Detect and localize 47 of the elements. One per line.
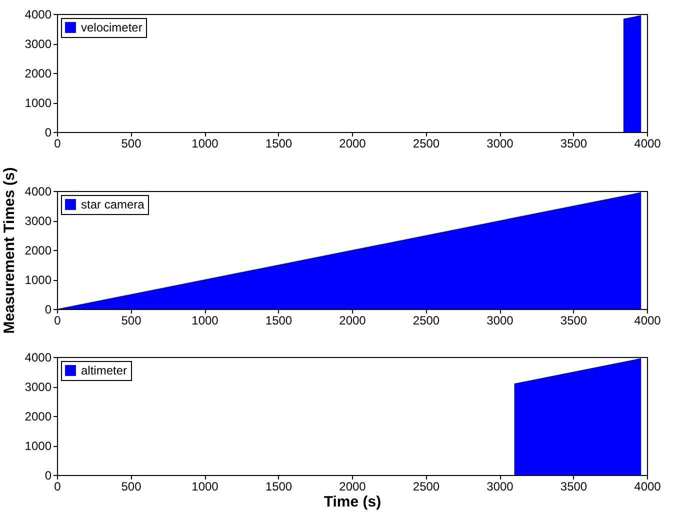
x-tick-label: 4000 xyxy=(634,136,662,150)
y-tick-label: 0 xyxy=(44,302,52,316)
y-tick-label: 1000 xyxy=(24,439,52,453)
x-tick-label: 0 xyxy=(54,314,62,328)
x-tick-label: 1000 xyxy=(192,136,219,150)
legend-label: velocimeter xyxy=(81,20,142,34)
y-tick-label: 4000 xyxy=(24,350,52,364)
x-tick-label: 3500 xyxy=(560,136,588,150)
y-tick-label: 0 xyxy=(44,468,52,482)
x-tick-label: 1500 xyxy=(265,480,292,494)
y-tick-label: 4000 xyxy=(24,184,52,198)
legend-label: altimeter xyxy=(81,364,128,378)
x-tick-label: 2500 xyxy=(412,136,440,150)
y-tick-label: 2000 xyxy=(24,66,52,80)
x-tick-label: 3000 xyxy=(486,136,514,150)
x-tick-label: 1500 xyxy=(265,136,292,150)
y-tick-label: 3000 xyxy=(24,380,52,394)
x-axis-title: Time (s) xyxy=(324,494,382,510)
x-tick-label: 2000 xyxy=(339,136,366,150)
x-tick-label: 2000 xyxy=(339,314,366,328)
y-tick-label: 3000 xyxy=(24,214,52,228)
y-tick-label: 4000 xyxy=(24,8,52,22)
x-tick-label: 1500 xyxy=(265,314,292,328)
x-tick-label: 500 xyxy=(121,480,142,494)
y-tick-label: 1000 xyxy=(24,96,52,110)
x-tick-label: 1000 xyxy=(192,314,219,328)
y-tick-label: 2000 xyxy=(24,244,52,258)
y-tick-label: 0 xyxy=(44,126,52,140)
x-tick-label: 3500 xyxy=(560,480,588,494)
x-tick-label: 0 xyxy=(54,480,62,494)
y-tick-label: 3000 xyxy=(24,37,52,51)
legend-label: star camera xyxy=(81,198,145,212)
x-tick-label: 4000 xyxy=(634,480,662,494)
x-tick-label: 2500 xyxy=(412,480,440,494)
x-tick-label: 3000 xyxy=(486,314,514,328)
y-axis-title: Measurement Times (s) xyxy=(0,167,18,334)
x-tick-label: 1000 xyxy=(192,480,219,494)
x-tick-label: 0 xyxy=(54,136,62,150)
y-tick-label: 1000 xyxy=(24,273,52,287)
x-tick-label: 3500 xyxy=(560,314,588,328)
x-tick-label: 500 xyxy=(121,314,142,328)
x-tick-label: 500 xyxy=(121,136,142,150)
y-tick-label: 2000 xyxy=(24,410,52,424)
x-tick-label: 2000 xyxy=(339,480,366,494)
x-tick-label: 3000 xyxy=(486,480,514,494)
x-tick-label: 4000 xyxy=(634,314,662,328)
x-tick-label: 2500 xyxy=(412,314,440,328)
